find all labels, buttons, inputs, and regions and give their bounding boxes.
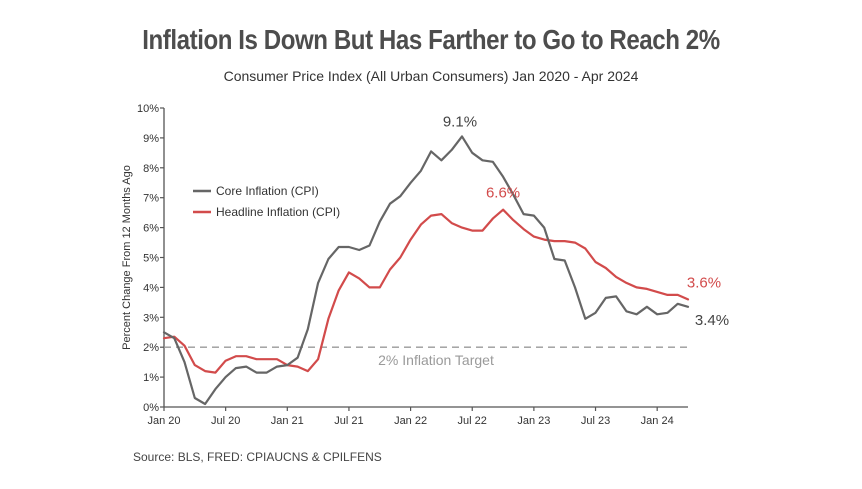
y-tick-label: 7%	[143, 193, 159, 205]
core-inflation-line	[162, 135, 690, 406]
headline-peak-label: 6.6%	[486, 185, 520, 202]
y-tick-label: 5%	[143, 253, 159, 265]
x-tick-label: Jul 23	[581, 415, 610, 427]
x-tick-label: Jan 21	[271, 415, 304, 427]
headline-last-label: 3.6%	[687, 274, 721, 291]
y-tick-label: 1%	[143, 372, 159, 384]
headline-inflation-line	[162, 208, 690, 374]
series-group	[162, 135, 690, 406]
x-tick-label: Jul 20	[211, 415, 240, 427]
y-tick-label: 10%	[137, 103, 159, 115]
legend-core-label: Core Inflation (CPI)	[216, 184, 319, 198]
x-tick-label: Jan 24	[641, 415, 674, 427]
y-tick-label: 3%	[143, 312, 159, 324]
source-note: Source: BLS, FRED: CPIAUCNS & CPILFENS	[133, 450, 382, 464]
y-tick-label: 2%	[143, 342, 159, 354]
annotations: 9.1% 6.6% 3.6% 3.4%	[443, 113, 729, 328]
x-tick-label: Jan 23	[517, 415, 550, 427]
chart-title: Inflation Is Down But Has Farther to Go …	[142, 24, 720, 55]
x-axis: Jan 20 Jul 20 Jan 21 Jul 21 Jan 22 Jul 22 Jan …	[147, 406, 688, 427]
y-tick-label: 6%	[143, 223, 159, 235]
y-tick-label: 4%	[143, 282, 159, 294]
core-last-label: 3.4%	[695, 312, 729, 329]
y-axis-label: Percent Change From 12 Months Ago	[121, 165, 133, 350]
legend: Core Inflation (CPI) Headline Inflation (…	[193, 184, 340, 219]
legend-headline-label: Headline Inflation (CPI)	[216, 205, 340, 219]
y-tick-label: 9%	[143, 133, 159, 145]
chart-subtitle: Consumer Price Index (All Urban Consumer…	[223, 68, 639, 84]
x-tick-label: Jul 21	[334, 415, 363, 427]
y-tick-label: 8%	[143, 163, 159, 175]
x-tick-label: Jul 22	[458, 415, 487, 427]
y-tick-label: 0%	[143, 402, 159, 414]
core-peak-label: 9.1%	[443, 113, 477, 130]
y-axis: 0% 1% 2% 3% 4% 5% 6% 7% 8% 9% 10% Percent Change Fr…	[121, 103, 165, 414]
target-line-group: 2% Inflation Target	[164, 346, 688, 368]
x-tick-label: Jan 22	[394, 415, 427, 427]
target-label: 2% Inflation Target	[378, 352, 494, 368]
x-tick-label: Jan 20	[147, 415, 180, 427]
